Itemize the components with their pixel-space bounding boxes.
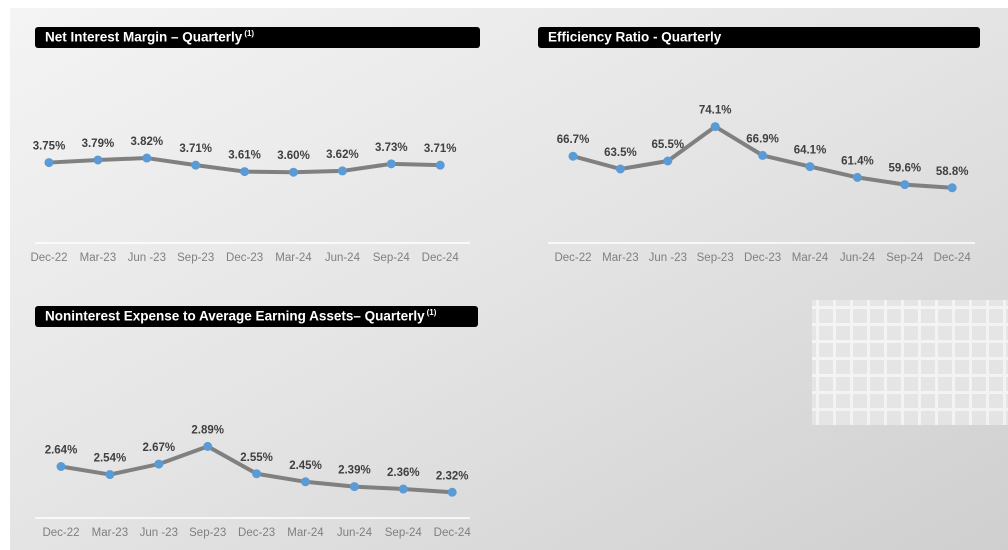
x-tick-label: Mar-24 [792, 252, 829, 264]
title-bar [538, 27, 980, 48]
title-bar [35, 27, 480, 48]
marker [758, 150, 768, 160]
data-label: 3.79% [82, 138, 115, 150]
marker [142, 153, 152, 163]
x-tick-label: Sep-24 [886, 252, 924, 264]
data-label: 2.64% [45, 445, 78, 457]
x-tick-label: Sep-23 [697, 252, 734, 264]
marker [191, 160, 201, 170]
data-label: 66.7% [557, 134, 590, 146]
marker [663, 156, 673, 166]
data-label: 64.1% [794, 145, 827, 157]
x-tick-label: Jun -23 [140, 527, 178, 539]
marker [398, 484, 408, 494]
marker [852, 172, 862, 182]
x-tick-label: Sep-24 [385, 527, 423, 539]
data-label: 2.54% [94, 453, 127, 465]
x-tick-label: Sep-24 [373, 252, 411, 264]
x-tick-label: Dec-23 [238, 527, 275, 539]
data-label: 3.60% [277, 150, 310, 162]
marker [435, 160, 445, 170]
data-label: 2.67% [142, 442, 175, 454]
x-tick-label: Mar-23 [80, 252, 116, 264]
chart-title: Net Interest Margin – Quarterly [45, 30, 243, 45]
marker [289, 167, 298, 177]
marker [252, 469, 262, 479]
marker [203, 441, 213, 451]
x-tick-label: Mar-24 [275, 252, 312, 264]
x-tick-label: Jun-24 [840, 252, 876, 264]
x-tick-label: Dec-22 [554, 252, 591, 264]
title-bar [35, 306, 478, 327]
data-label: 3.75% [33, 141, 66, 153]
marker [900, 180, 910, 190]
marker [615, 164, 625, 174]
data-label: 3.82% [130, 136, 163, 148]
x-tick-label: Sep-23 [189, 527, 226, 539]
marker [349, 482, 359, 492]
data-label: 66.9% [746, 133, 779, 145]
decoration [812, 300, 1008, 425]
panel [10, 8, 1008, 550]
data-label: 59.6% [888, 163, 921, 175]
data-label: 3.71% [179, 143, 212, 155]
x-tick-label: Dec-23 [226, 252, 263, 264]
data-label: 2.36% [387, 467, 420, 479]
x-tick-label: Dec-24 [422, 252, 460, 264]
data-label: 3.62% [326, 149, 359, 161]
marker [105, 470, 115, 480]
data-label: 2.39% [338, 465, 371, 477]
x-tick-label: Sep-23 [177, 252, 214, 264]
x-tick-label: Dec-22 [30, 252, 67, 264]
x-tick-label: Jun-24 [337, 527, 373, 539]
marker [56, 462, 66, 472]
data-label: 61.4% [841, 155, 874, 167]
marker [447, 487, 457, 497]
x-tick-label: Dec-24 [934, 252, 972, 264]
marker [568, 151, 578, 161]
data-label: 2.32% [436, 470, 469, 482]
x-tick-label: Mar-24 [287, 527, 324, 539]
data-label: 3.73% [375, 142, 408, 154]
marker [44, 158, 54, 168]
marker [154, 459, 164, 469]
chart-title: Noninterest Expense to Average Earning A… [45, 309, 425, 324]
data-label: 2.45% [289, 460, 322, 472]
x-tick-label: Dec-22 [42, 527, 79, 539]
data-label: 74.1% [699, 105, 732, 117]
x-tick-label: Jun -23 [128, 252, 166, 264]
marker [386, 159, 396, 169]
data-label: 2.89% [191, 424, 224, 436]
x-tick-label: Dec-24 [434, 527, 472, 539]
title-superscript: (1) [244, 29, 254, 38]
marker [710, 122, 720, 132]
x-tick-label: Mar-23 [92, 527, 128, 539]
chart-title: Efficiency Ratio - Quarterly [548, 30, 722, 45]
marker [805, 162, 815, 172]
marker [301, 477, 310, 487]
data-label: 3.71% [424, 143, 457, 155]
marker [337, 166, 347, 176]
data-label: 63.5% [604, 147, 637, 159]
x-tick-label: Jun-24 [325, 252, 361, 264]
marker [947, 183, 957, 193]
x-tick-label: Jun -23 [649, 252, 687, 264]
title-superscript: (1) [427, 308, 437, 317]
data-label: 58.8% [936, 166, 969, 178]
x-tick-label: Dec-23 [744, 252, 781, 264]
data-label: 3.61% [228, 150, 261, 162]
x-tick-label: Mar-23 [602, 252, 638, 264]
marker [240, 167, 250, 177]
marker [93, 155, 103, 165]
data-label: 2.55% [240, 452, 273, 464]
data-label: 65.5% [651, 139, 684, 151]
